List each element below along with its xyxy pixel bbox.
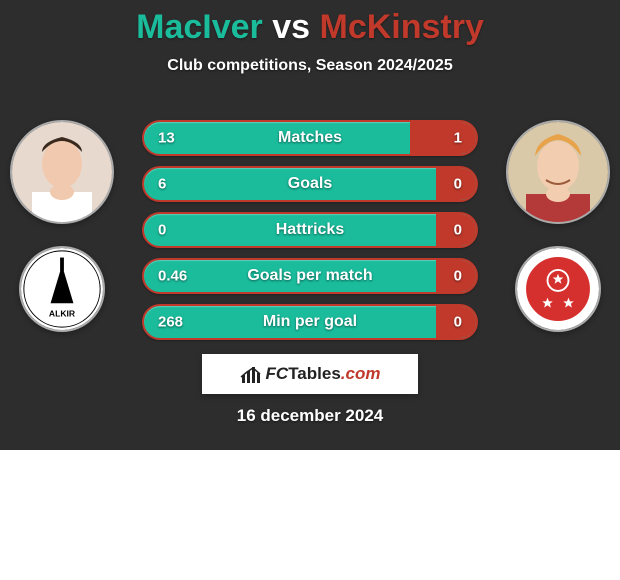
stat-label: Matches xyxy=(278,129,342,147)
svg-text:ALKIR: ALKIR xyxy=(49,309,76,319)
left-column: ALKIR xyxy=(10,120,114,332)
page-title: MacIver vs McKinstry xyxy=(0,0,620,47)
stat-label: Goals xyxy=(288,175,332,193)
stat-value-right: 0 xyxy=(454,176,462,193)
stat-value-left: 0 xyxy=(158,222,166,239)
stat-value-left: 268 xyxy=(158,314,183,331)
stat-row: 268 Min per goal 0 xyxy=(142,304,478,340)
stat-label: Goals per match xyxy=(247,267,372,285)
stat-row: 0 Hattricks 0 xyxy=(142,212,478,248)
stat-row: 6 Goals 0 xyxy=(142,166,478,202)
player2-club-logo xyxy=(515,246,601,332)
person-icon xyxy=(508,122,608,222)
brand-tables: Tables xyxy=(288,364,341,383)
stat-value-right: 0 xyxy=(454,222,462,239)
vs-label: vs xyxy=(272,8,310,46)
player1-name: MacIver xyxy=(136,8,263,46)
right-column xyxy=(506,120,610,332)
player2-name: McKinstry xyxy=(320,8,484,46)
stat-label: Min per goal xyxy=(263,313,357,331)
club-crest-icon xyxy=(517,246,599,332)
bar-chart-icon xyxy=(240,363,262,385)
brand-fc: FC xyxy=(266,364,289,383)
player1-club-logo: ALKIR xyxy=(19,246,105,332)
date-label: 16 december 2024 xyxy=(237,406,384,426)
stat-value-left: 0.46 xyxy=(158,268,187,285)
stat-value-right: 1 xyxy=(454,130,462,147)
stat-row: 0.46 Goals per match 0 xyxy=(142,258,478,294)
player2-avatar xyxy=(506,120,610,224)
brand-dotcom: .com xyxy=(341,364,381,383)
stats-container: 13 Matches 1 6 Goals 0 0 Hattricks 0 0.46 Goals pe… xyxy=(142,120,478,340)
stat-value-left: 13 xyxy=(158,130,175,147)
stat-value-right: 0 xyxy=(454,314,462,331)
stat-fill-right xyxy=(410,122,476,154)
brand-badge: FCTables.com xyxy=(202,354,418,394)
club-crest-icon: ALKIR xyxy=(21,246,103,332)
stat-row: 13 Matches 1 xyxy=(142,120,478,156)
stat-value-left: 6 xyxy=(158,176,166,193)
stat-value-right: 0 xyxy=(454,268,462,285)
comparison-card: MacIver vs McKinstry Club competitions, … xyxy=(0,0,620,450)
player1-avatar xyxy=(10,120,114,224)
person-icon xyxy=(12,122,112,222)
stat-label: Hattricks xyxy=(276,221,344,239)
subtitle: Club competitions, Season 2024/2025 xyxy=(0,57,620,75)
